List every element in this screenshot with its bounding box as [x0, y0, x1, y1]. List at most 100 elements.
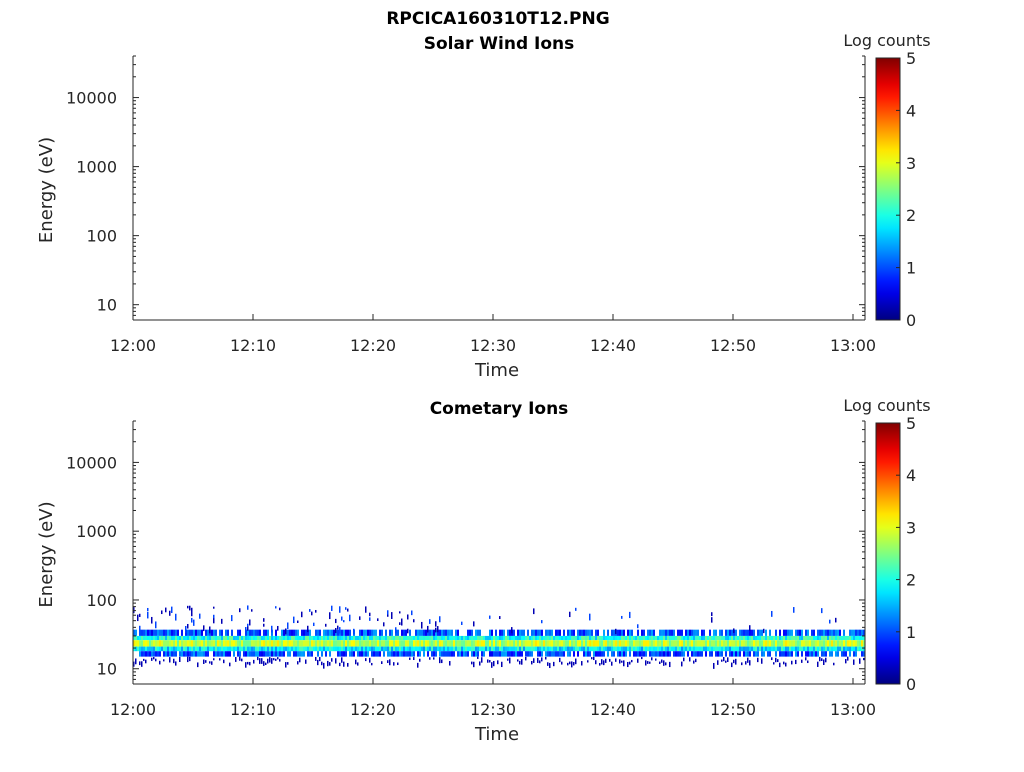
spectrogram-cell	[711, 646, 713, 652]
spectrogram-cell	[785, 635, 787, 641]
spectrogram-speckle	[203, 659, 205, 664]
spectrogram-cell	[145, 640, 147, 647]
spectrogram-cell	[573, 629, 575, 636]
spectrogram-cell	[801, 635, 803, 641]
spectrogram-cell	[311, 651, 313, 657]
spectrogram-cell	[203, 646, 205, 652]
spectrogram-cell	[509, 646, 511, 652]
spectrogram-cell	[277, 635, 279, 641]
spectrogram-cell	[169, 635, 171, 641]
spectrogram-cell	[411, 646, 413, 652]
spectrogram-cell	[171, 651, 173, 657]
spectrogram-speckle	[165, 607, 167, 613]
spectrogram-cell	[745, 629, 747, 636]
spectrogram-speckle	[591, 657, 593, 660]
spectrogram-cell	[633, 651, 635, 657]
spectrogram-speckle	[587, 660, 589, 663]
spectrogram-speckle	[241, 658, 243, 662]
spectrogram-cell	[167, 635, 169, 641]
spectrogram-cell	[585, 635, 587, 641]
spectrogram-cell	[665, 640, 667, 647]
spectrogram-cell	[397, 629, 399, 636]
spectrogram-cell	[185, 635, 187, 641]
spectrogram-cell	[527, 651, 529, 657]
spectrogram-cell	[491, 651, 493, 657]
spectrogram-speckle	[511, 627, 513, 634]
spectrogram-cell	[709, 629, 711, 636]
spectrogram-cell	[401, 640, 403, 647]
spectrogram-cell	[283, 629, 285, 636]
spectrogram-cell	[581, 640, 583, 647]
spectrogram-cell	[611, 635, 613, 641]
spectrogram-cell	[583, 640, 585, 647]
spectrogram-cell	[659, 646, 661, 652]
spectrogram-speckle	[173, 658, 175, 664]
spectrogram-cell	[765, 640, 767, 647]
spectrogram-cell	[141, 651, 143, 657]
spectrogram-cell	[203, 635, 205, 641]
spectrogram-cell	[369, 640, 371, 647]
spectrogram-cell	[469, 635, 471, 641]
spectrogram-cell	[275, 646, 277, 652]
spectrogram-speckle	[155, 658, 157, 662]
spectrogram-cell	[541, 635, 543, 641]
spectrogram-cell	[821, 646, 823, 652]
spectrogram-cell	[617, 646, 619, 652]
spectrogram-cell	[343, 629, 345, 636]
spectrogram-cell	[357, 635, 359, 641]
spectrogram-cell	[445, 635, 447, 641]
spectrogram-speckle	[519, 660, 521, 665]
spectrogram-speckle	[247, 625, 249, 631]
spectrogram-speckle	[331, 658, 333, 662]
spectrogram-speckle	[689, 657, 691, 662]
spectrogram-cell	[267, 629, 269, 636]
spectrogram-cell	[507, 646, 509, 652]
spectrogram-cell	[553, 640, 555, 647]
spectrogram-speckle	[205, 660, 207, 663]
x-tick-label: 12:00	[110, 700, 156, 719]
spectrogram-cell	[775, 651, 777, 657]
spectrogram-cell	[821, 640, 823, 647]
spectrogram-cell	[201, 640, 203, 647]
spectrogram-cell	[203, 640, 205, 647]
spectrogram-cell	[769, 651, 771, 657]
spectrogram-cell	[647, 635, 649, 641]
spectrogram-speckle	[533, 608, 535, 615]
spectrogram-cell	[757, 646, 759, 652]
spectrogram-cell	[535, 629, 537, 636]
spectrogram-cell	[615, 640, 617, 647]
spectrogram-speckle	[575, 658, 577, 665]
spectrogram-cell	[171, 629, 173, 636]
spectrogram-cell	[271, 635, 273, 641]
spectrogram-cell	[447, 640, 449, 647]
spectrogram-cell	[547, 646, 549, 652]
spectrogram-cell	[313, 635, 315, 641]
spectrogram-speckle	[213, 658, 215, 661]
spectrogram-data	[133, 605, 865, 669]
spectrogram-cell	[179, 646, 181, 652]
spectrogram-cell	[835, 646, 837, 652]
spectrogram-speckle	[433, 657, 435, 660]
spectrogram-cell	[453, 640, 455, 647]
spectrogram-cell	[357, 646, 359, 652]
spectrogram-cell	[413, 640, 415, 647]
spectrogram-cell	[725, 629, 727, 636]
spectrogram-cell	[307, 651, 309, 657]
spectrogram-cell	[301, 629, 303, 636]
spectrogram-speckle	[821, 658, 823, 662]
spectrogram-cell	[321, 651, 323, 657]
spectrogram-cell	[593, 635, 595, 641]
spectrogram-cell	[497, 635, 499, 641]
spectrogram-cell	[833, 640, 835, 647]
spectrogram-cell	[625, 640, 627, 647]
spectrogram-speckle	[571, 661, 573, 668]
spectrogram-cell	[215, 640, 217, 647]
spectrogram-cell	[737, 635, 739, 641]
spectrogram-cell	[247, 651, 249, 657]
spectrogram-cell	[767, 640, 769, 647]
spectrogram-cell	[381, 640, 383, 647]
spectrogram-cell	[431, 646, 433, 652]
spectrogram-cell	[747, 651, 749, 657]
spectrogram-cell	[273, 635, 275, 641]
spectrogram-cell	[617, 635, 619, 641]
